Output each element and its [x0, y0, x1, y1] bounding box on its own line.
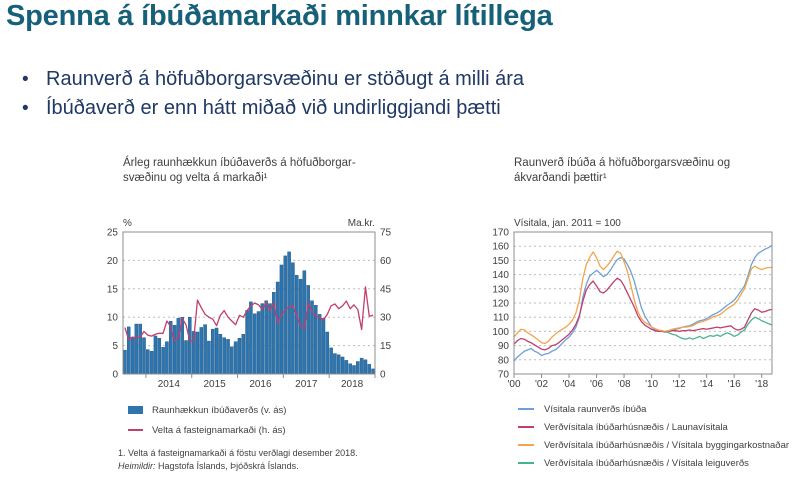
slide-title: Spenna á íbúðamarkaði minnkar lítillega	[6, 0, 553, 32]
svg-text:20: 20	[107, 256, 119, 267]
legend-label: Verðvísitala íbúðarhúsnæðis / Vísitala l…	[544, 457, 749, 469]
svg-text:2018: 2018	[341, 379, 364, 390]
svg-text:'18: '18	[755, 379, 768, 390]
bullet-list: • Raunverð á höfuðborgarsvæðinu er stöðu…	[22, 66, 524, 124]
legend-label: Verðvísitala íbúðarhúsnæðis / Launavísit…	[544, 421, 728, 433]
svg-text:'06: '06	[590, 379, 603, 390]
svg-text:170: 170	[492, 228, 509, 239]
chart-title-line: svæðinu og velta á markaði¹	[123, 171, 268, 184]
bullet-text: Raunverð á höfuðborgarsvæðinu er stöðugt…	[46, 68, 525, 90]
svg-text:'14: '14	[700, 379, 713, 390]
legend-label: Verðvísitala íbúðarhúsnæðis / Vísitala b…	[544, 439, 790, 451]
line-swatch-icon	[518, 426, 534, 428]
chart-title-line: Árleg raunhækkun íbúðaverðs á höfuðborga…	[123, 157, 356, 169]
legend-item: Raunhækkun íbúðaverðs (v. ás)	[128, 400, 286, 420]
footnote: 1. Velta á fasteignamarkaði á föstu verð…	[118, 447, 358, 473]
svg-text:30: 30	[380, 313, 392, 324]
svg-text:'08: '08	[618, 379, 631, 390]
line-swatch-icon	[128, 429, 143, 431]
svg-text:60: 60	[380, 256, 392, 267]
legend-item: Vísitala raunverðs íbúða	[518, 400, 789, 418]
bar-swatch-icon	[128, 406, 143, 414]
svg-text:140: 140	[492, 270, 509, 281]
svg-text:25: 25	[107, 228, 119, 239]
footnote-line: 1. Velta á fasteignamarkaði á föstu verð…	[118, 448, 358, 458]
legend-label: Vísitala raunverðs íbúða	[544, 403, 647, 415]
legend-item: Verðvísitala íbúðarhúsnæðis / Launavísit…	[518, 418, 789, 436]
svg-text:0: 0	[112, 370, 118, 381]
left-chart-title: Árleg raunhækkun íbúðaverðs á höfuðborga…	[123, 156, 373, 185]
svg-text:15: 15	[380, 341, 392, 352]
line-swatch-icon	[518, 462, 534, 464]
svg-text:'10: '10	[645, 379, 658, 390]
chart-title-line: ákvarðandi þættir¹	[514, 171, 607, 184]
legend-label: Velta á fasteignamarkaði (h. ás)	[152, 424, 286, 436]
svg-text:5: 5	[112, 341, 118, 352]
svg-text:120: 120	[492, 299, 509, 310]
line-swatch-icon	[518, 408, 534, 410]
svg-text:110: 110	[493, 313, 509, 324]
svg-text:2015: 2015	[204, 379, 227, 390]
svg-text:2014: 2014	[158, 379, 181, 390]
bullet-text: Íbúðaverð er enn hátt miðað við undirlig…	[46, 97, 501, 119]
right-chart-legend: Vísitala raunverðs íbúða Verðvísitala íb…	[518, 400, 789, 472]
svg-text:80: 80	[498, 355, 510, 366]
bullet-item: • Íbúðaverð er enn hátt miðað við undirl…	[22, 95, 524, 124]
legend-label: Raunhækkun íbúðaverðs (v. ás)	[152, 404, 287, 416]
svg-text:'16: '16	[728, 379, 741, 390]
svg-text:100: 100	[492, 327, 509, 338]
line-swatch-icon	[518, 444, 534, 446]
real-price-index-chart: 70 80 90 100 110 120 130 140 150 160 170 Vísitala, …	[492, 218, 773, 390]
legend-item: Velta á fasteignamarkaði (h. ás)	[128, 420, 286, 440]
svg-text:130: 130	[492, 284, 509, 295]
svg-text:'02: '02	[535, 379, 548, 390]
svg-text:90: 90	[498, 341, 510, 352]
svg-text:'04: '04	[563, 379, 576, 390]
svg-text:10: 10	[107, 313, 119, 324]
legend-item: Verðvísitala íbúðarhúsnæðis / Vísitala l…	[518, 454, 789, 472]
footnote-source-label: Heimildir:	[118, 461, 156, 471]
svg-text:'12: '12	[673, 379, 686, 390]
svg-text:75: 75	[380, 228, 392, 239]
svg-text:2017: 2017	[295, 379, 318, 390]
annual-price-increase-chart: 0 5 10 15 20 25 0 15 30 45 60 75% Ma.kr. 2014 2015 2016…	[107, 218, 392, 390]
bullet-icon: •	[22, 69, 29, 90]
svg-text:15: 15	[107, 284, 119, 295]
bullet-icon: •	[22, 98, 29, 119]
svg-text:150: 150	[492, 256, 509, 267]
bullet-item: • Raunverð á höfuðborgarsvæðinu er stöðu…	[22, 66, 524, 95]
footnote-source-text: Hagstofa Íslands, Þjóðskrá Íslands.	[158, 461, 299, 471]
svg-text:0: 0	[380, 370, 386, 381]
footnote-source: Heimildir: Hagstofa Íslands, Þjóðskrá Ís…	[118, 460, 358, 473]
svg-text:70: 70	[498, 370, 510, 381]
legend-item: Verðvísitala íbúðarhúsnæðis / Vísitala b…	[518, 436, 789, 454]
svg-text:2016: 2016	[249, 379, 272, 390]
svg-text:45: 45	[380, 284, 392, 295]
svg-text:160: 160	[492, 242, 509, 253]
svg-text:%: %	[123, 218, 132, 229]
svg-text:Vísitala, jan. 2011 = 100: Vísitala, jan. 2011 = 100	[514, 218, 621, 229]
svg-text:Ma.kr.: Ma.kr.	[348, 218, 375, 229]
chart-title-line: Raunverð íbúða á höfuðborgarsvæðinu og	[514, 157, 731, 169]
left-chart-legend: Raunhækkun íbúðaverðs (v. ás) Velta á fa…	[128, 400, 286, 440]
right-chart-title: Raunverð íbúða á höfuðborgarsvæðinu og á…	[514, 156, 784, 185]
svg-text:'00: '00	[507, 379, 520, 390]
